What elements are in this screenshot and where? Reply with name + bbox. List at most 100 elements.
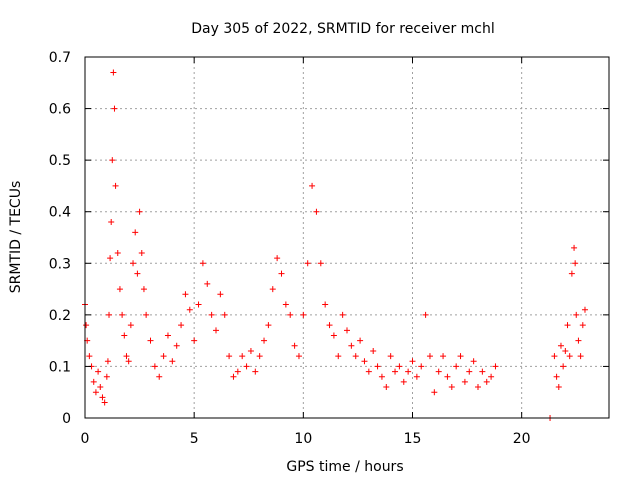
- data-point: [103, 373, 110, 380]
- data-point: [365, 368, 372, 375]
- data-point: [470, 358, 477, 365]
- data-point: [156, 373, 163, 380]
- y-tick-label: 0.3: [49, 256, 71, 272]
- data-point: [387, 353, 394, 360]
- data-point: [252, 368, 259, 375]
- data-point: [92, 389, 99, 396]
- data-point: [132, 229, 139, 236]
- data-point: [123, 353, 130, 360]
- data-point: [164, 332, 171, 339]
- data-point: [83, 322, 90, 329]
- data-point: [99, 394, 106, 401]
- data-point: [475, 384, 481, 391]
- data-point: [217, 291, 224, 298]
- data-point: [213, 327, 219, 334]
- data-point: [269, 286, 276, 293]
- data-point: [295, 353, 302, 360]
- data-point: [335, 353, 342, 360]
- data-point: [97, 384, 104, 391]
- data-point: [204, 280, 211, 287]
- y-tick-label: 0.1: [49, 359, 71, 375]
- data-point: [147, 337, 154, 344]
- data-point: [313, 208, 320, 215]
- data-point: [243, 363, 250, 370]
- data-point: [130, 260, 137, 267]
- y-tick-label: 0.6: [49, 102, 71, 118]
- data-point: [86, 353, 93, 360]
- data-point: [90, 378, 97, 385]
- data-point: [95, 368, 102, 375]
- data-point: [101, 399, 108, 406]
- axis-ticks: 0 0.1 0.2 0.3 0.4 0.5 0.6 0.7 0 5 10 15 20: [49, 50, 609, 447]
- data-point: [431, 389, 438, 396]
- data-point: [326, 322, 333, 329]
- scatter-points: [82, 69, 588, 421]
- data-point: [418, 363, 425, 370]
- data-point: [134, 270, 141, 277]
- data-point: [121, 332, 128, 339]
- data-point: [169, 358, 176, 365]
- data-point: [572, 260, 579, 267]
- data-point: [564, 322, 571, 329]
- data-point: [453, 363, 460, 370]
- data-point: [579, 322, 586, 329]
- data-point: [378, 373, 385, 380]
- chart-title: Day 305 of 2022, SRMTID for receiver mch…: [191, 21, 495, 37]
- y-axis-label: SRMTID / TECUs: [8, 181, 24, 294]
- data-point: [151, 363, 158, 370]
- data-point: [492, 363, 499, 370]
- data-point: [178, 322, 185, 329]
- data-point: [104, 358, 111, 365]
- data-point: [119, 311, 126, 318]
- data-point: [348, 342, 355, 349]
- data-point: [344, 327, 350, 334]
- x-tick-label: 5: [190, 431, 199, 447]
- data-point: [125, 358, 132, 365]
- data-point: [199, 260, 206, 267]
- data-point: [560, 363, 567, 370]
- data-point: [448, 384, 455, 391]
- data-point: [191, 337, 198, 344]
- data-point: [282, 301, 289, 308]
- data-point: [457, 353, 464, 360]
- x-tick-label: 15: [404, 431, 422, 447]
- data-point: [466, 368, 473, 375]
- data-point: [138, 249, 145, 256]
- y-tick-label: 0.2: [49, 308, 71, 324]
- data-point: [339, 311, 346, 318]
- data-point: [409, 358, 416, 365]
- x-axis-label: GPS time / hours: [286, 459, 403, 475]
- data-point: [330, 332, 337, 339]
- data-point: [444, 373, 451, 380]
- data-point: [256, 353, 263, 360]
- data-point: [461, 378, 468, 385]
- data-point: [352, 353, 359, 360]
- x-tick-label: 20: [513, 431, 531, 447]
- grid: [85, 57, 609, 418]
- y-tick-label: 0.5: [49, 153, 71, 169]
- data-point: [479, 368, 486, 375]
- data-point: [116, 286, 123, 293]
- x-tick-label: 0: [81, 431, 90, 447]
- data-point: [435, 368, 442, 375]
- data-point: [322, 301, 329, 308]
- data-point: [309, 182, 316, 189]
- plot-border: [84, 56, 610, 419]
- data-point: [405, 368, 412, 375]
- data-point: [440, 353, 447, 360]
- data-point: [265, 322, 272, 329]
- data-point: [234, 368, 241, 375]
- data-point: [361, 358, 368, 365]
- data-point: [261, 337, 268, 344]
- data-point: [488, 373, 495, 380]
- y-tick-label: 0.7: [49, 50, 71, 66]
- data-point: [230, 373, 237, 380]
- data-point: [396, 363, 403, 370]
- data-point: [108, 219, 115, 226]
- data-point: [575, 337, 582, 344]
- data-point: [110, 69, 117, 76]
- data-point: [287, 311, 294, 318]
- data-point: [571, 244, 578, 251]
- data-point: [300, 311, 307, 318]
